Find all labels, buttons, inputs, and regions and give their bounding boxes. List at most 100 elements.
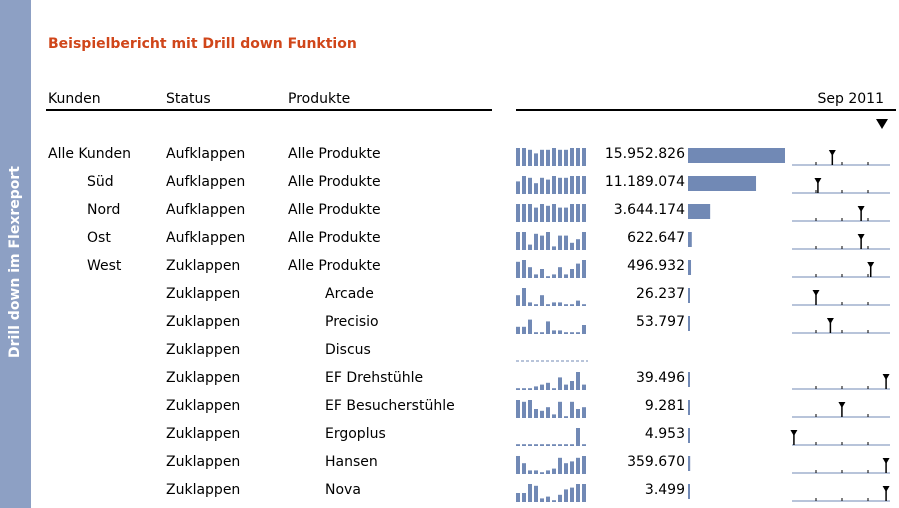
product-cell[interactable]: Arcade: [325, 286, 374, 302]
sparkline-bar: [570, 332, 574, 334]
value-bar-chart: [688, 428, 690, 443]
sparkline-bar: [564, 489, 568, 502]
sparkline-bar: [576, 176, 580, 194]
sparkline-bar: [570, 461, 574, 474]
sparkline-bar: [552, 444, 556, 446]
sparkline-bar: [576, 428, 580, 446]
pin-indicator: [790, 430, 890, 446]
value-bar-chart: [688, 288, 690, 303]
status-toggle[interactable]: Aufklappen: [166, 202, 246, 218]
product-cell[interactable]: Precisio: [325, 314, 379, 330]
product-cell[interactable]: EF Drehstühle: [325, 370, 424, 386]
sparkline-bar: [528, 388, 532, 390]
customer-cell[interactable]: Ost: [87, 230, 111, 246]
sparkline-bar: [528, 484, 532, 502]
sparkline-bar: [564, 463, 568, 474]
pin-indicator: [792, 234, 890, 250]
pin-head: [882, 458, 890, 464]
status-toggle[interactable]: Zuklappen: [166, 426, 241, 442]
sparkline-bar: [552, 302, 556, 306]
sparkline-bar: [558, 302, 562, 306]
product-cell[interactable]: EF Besucherstühle: [325, 398, 455, 414]
sparkline-bar: [546, 304, 550, 306]
status-toggle[interactable]: Zuklappen: [166, 398, 241, 414]
sparkline-bar: [552, 176, 556, 194]
sparkline-bar: [564, 177, 568, 194]
sparkline-bar: [564, 384, 568, 390]
status-toggle[interactable]: Zuklappen: [166, 370, 241, 386]
triangle-down-icon[interactable]: [876, 119, 888, 129]
sparkline-chart: [516, 148, 586, 166]
sparkline-bar: [582, 232, 586, 250]
sparkline-bar: [582, 325, 586, 334]
value-cell: 3.644.174: [613, 202, 685, 218]
sparkline-bar: [540, 295, 544, 306]
value-bar: [688, 400, 690, 415]
product-cell[interactable]: Discus: [325, 342, 371, 358]
pin-indicator: [792, 262, 890, 278]
sparkline-bar: [564, 274, 568, 278]
sparkline-bar: [552, 388, 556, 390]
sparkline-bar: [558, 267, 562, 278]
sparkline-bar: [516, 204, 520, 222]
status-toggle[interactable]: Zuklappen: [166, 454, 241, 470]
sparkline-bar: [534, 153, 538, 166]
sparkline-bar: [540, 204, 544, 222]
sparkline-bar: [546, 407, 550, 418]
sparkline-bar: [552, 500, 556, 502]
value-bar: [688, 456, 691, 471]
customer-cell[interactable]: West: [87, 258, 122, 274]
sparkline-bar: [546, 276, 550, 278]
status-toggle[interactable]: Zuklappen: [166, 258, 241, 274]
value-cell: 622.647: [627, 230, 685, 246]
value-bar-chart: [688, 204, 711, 219]
pin-head: [857, 206, 865, 212]
value-bar: [688, 260, 692, 275]
status-toggle[interactable]: Zuklappen: [166, 342, 241, 358]
product-cell[interactable]: Nova: [325, 482, 361, 498]
sparkline-chart: [516, 484, 586, 502]
sparkline-bar: [552, 204, 556, 222]
sidebar-banner: Drill down im Flexreport: [0, 0, 31, 508]
product-cell[interactable]: Alle Produkte: [288, 146, 381, 162]
product-cell[interactable]: Hansen: [325, 454, 378, 470]
value-cell: 39.496: [636, 370, 685, 386]
sparkline-bar: [582, 148, 586, 166]
sparkline-chart: [516, 372, 586, 390]
value-bar: [688, 204, 711, 219]
status-toggle[interactable]: Zuklappen: [166, 286, 241, 302]
value-cell: 11.189.074: [604, 174, 685, 190]
product-cell[interactable]: Alle Produkte: [288, 230, 381, 246]
sparkline-chart: [516, 204, 586, 222]
customer-cell[interactable]: Süd: [87, 174, 114, 190]
sparkline-bar: [516, 181, 520, 194]
sparkline-bar: [528, 319, 532, 334]
sparkline-bar: [528, 470, 532, 474]
sparkline-bar: [552, 414, 556, 418]
status-toggle[interactable]: Aufklappen: [166, 174, 246, 190]
status-toggle[interactable]: Zuklappen: [166, 482, 241, 498]
sidebar-label: Drill down im Flexreport: [7, 166, 23, 358]
sparkline-bar: [528, 204, 532, 222]
sparkline-bar: [540, 498, 544, 502]
pin-head: [826, 318, 834, 324]
sparkline-bar: [534, 183, 538, 194]
sparkline-bar: [552, 246, 556, 250]
customer-cell[interactable]: Alle Kunden: [48, 146, 132, 162]
sparkline-bar: [522, 288, 526, 306]
status-toggle[interactable]: Zuklappen: [166, 314, 241, 330]
status-toggle[interactable]: Aufklappen: [166, 146, 246, 162]
product-cell[interactable]: Alle Produkte: [288, 202, 381, 218]
sparkline-chart: [516, 260, 586, 278]
product-cell[interactable]: Alle Produkte: [288, 174, 381, 190]
status-toggle[interactable]: Aufklappen: [166, 230, 246, 246]
customer-cell[interactable]: Nord: [87, 202, 121, 218]
value-bar: [688, 316, 690, 331]
sparkline-bar: [570, 381, 574, 390]
sparkline-bar: [576, 300, 580, 306]
product-cell[interactable]: Alle Produkte: [288, 258, 381, 274]
sparkline-bar: [540, 444, 544, 446]
value-bar-chart: [688, 400, 690, 415]
header-rule-left: [46, 109, 492, 111]
product-cell[interactable]: Ergoplus: [325, 426, 386, 442]
